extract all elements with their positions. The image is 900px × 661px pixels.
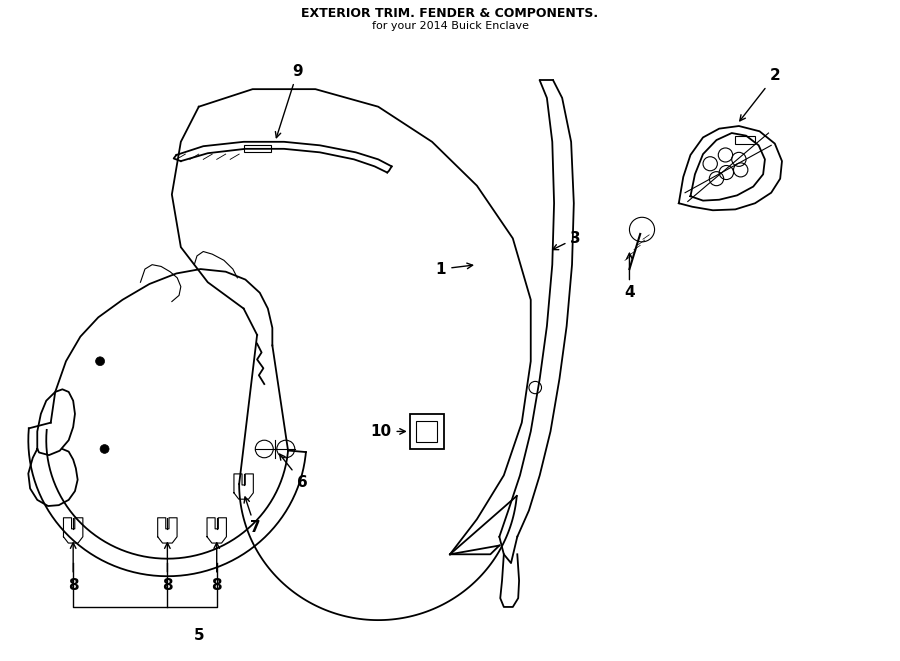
Text: 7: 7: [244, 497, 261, 535]
Text: 4: 4: [624, 253, 634, 300]
Text: 5: 5: [194, 627, 204, 642]
Text: 3: 3: [553, 231, 580, 250]
Text: for your 2014 Buick Enclave: for your 2014 Buick Enclave: [372, 21, 528, 31]
Bar: [735, 136, 755, 145]
Circle shape: [100, 445, 109, 453]
Bar: [416, 421, 437, 442]
Text: 9: 9: [275, 64, 302, 137]
Bar: [410, 414, 444, 449]
Text: 8: 8: [68, 543, 78, 592]
Text: 10: 10: [371, 424, 405, 439]
Bar: [244, 145, 271, 152]
Text: EXTERIOR TRIM. FENDER & COMPONENTS.: EXTERIOR TRIM. FENDER & COMPONENTS.: [302, 7, 598, 20]
Text: 1: 1: [436, 262, 472, 276]
Text: 2: 2: [740, 69, 780, 121]
Text: 8: 8: [212, 543, 222, 592]
Text: 6: 6: [280, 454, 307, 490]
Text: 8: 8: [162, 543, 173, 592]
Circle shape: [95, 357, 104, 366]
